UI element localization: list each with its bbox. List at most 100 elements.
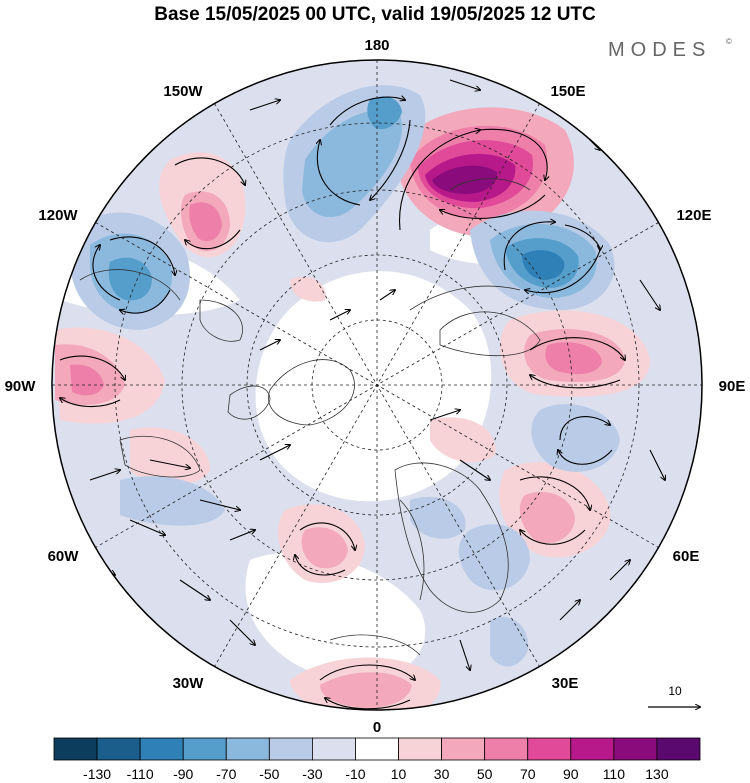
arrow-icon <box>564 224 600 250</box>
arrow-icon <box>229 530 255 541</box>
positive-anomaly <box>290 276 326 302</box>
arrow-icon <box>129 519 165 535</box>
lon-label-120e: 120E <box>676 207 711 224</box>
arrow-icon <box>149 459 190 468</box>
negative-anomaly <box>490 616 529 667</box>
arrow-icon <box>259 340 280 351</box>
positive-anomaly <box>320 672 412 708</box>
arrow-icon <box>89 470 120 481</box>
colorbar-tick-label: -90 <box>173 766 193 782</box>
colorbar-tick-label: -70 <box>216 766 236 782</box>
colorbar-tick-label: 110 <box>603 766 626 782</box>
svg-text:©: © <box>726 37 732 46</box>
lon-label-120w: 120W <box>38 207 78 224</box>
colorbar-swatch <box>139 737 184 761</box>
neutral-area <box>245 552 426 682</box>
graticule <box>52 60 702 710</box>
arrow-icon <box>459 639 470 670</box>
arrow-icon <box>329 97 405 126</box>
longitude-labels: 180 150W 150E 120W 120E 90W 90E 60W 60E … <box>5 37 746 736</box>
colorbar-tick-label: 10 <box>391 766 407 782</box>
colorbar-tick-label: -50 <box>259 766 279 782</box>
map-title: Base 15/05/2025 00 UTC, valid 19/05/2025… <box>154 4 596 25</box>
arrow-icon <box>185 229 241 250</box>
arrow-icon <box>299 522 355 550</box>
arrow-icon <box>520 530 586 545</box>
colorbar-tick-label: -10 <box>345 766 365 782</box>
arrow-icon <box>519 476 590 510</box>
arrow-icon <box>295 555 346 576</box>
arrow-icon <box>449 79 480 90</box>
arrow-icon <box>329 310 350 321</box>
negative-anomaly <box>367 96 402 130</box>
arrow-icon <box>649 449 665 480</box>
negative-anomaly <box>531 404 620 472</box>
arrow-icon <box>199 499 240 510</box>
colorbar: -130 -110 -90 -70 -50 -30 -10 10 30 50 70 90 110 130 <box>53 737 701 782</box>
lon-label-150w: 150W <box>163 83 203 100</box>
colorbar-swatch <box>441 737 486 761</box>
colorbar-swatch <box>96 737 141 761</box>
colorbar-tick-label: -110 <box>127 766 154 782</box>
arrow-icon <box>639 279 660 310</box>
lon-label-30e: 30E <box>552 675 579 692</box>
arrow-icon <box>249 100 280 111</box>
positive-anomaly <box>301 527 348 569</box>
arrow-icon <box>120 289 171 313</box>
colorbar-swatch <box>53 737 98 761</box>
arrow-icon <box>530 375 621 389</box>
colorbar-swatch <box>656 737 701 761</box>
positive-anomaly <box>70 364 104 396</box>
positive-anomaly <box>130 427 210 485</box>
reference-vector: 10 <box>648 684 700 707</box>
lon-label-150e: 150E <box>550 83 585 100</box>
arrow-icon <box>440 194 546 219</box>
positive-anomaly <box>430 417 496 463</box>
colorbar-tick-label: 70 <box>520 766 536 782</box>
colorbar-swatch <box>570 737 615 761</box>
arrow-icon <box>229 619 255 645</box>
arrow-icon <box>325 698 411 710</box>
arrow-icon <box>529 337 625 360</box>
colorbar-tick-label: 90 <box>563 766 579 782</box>
arrow-icon <box>174 157 245 185</box>
colorbar-swatch <box>484 737 529 761</box>
colorbar-swatch <box>268 737 313 761</box>
lon-label-90w: 90W <box>5 378 37 395</box>
colorbar-tick-label: 30 <box>434 766 450 782</box>
lon-label-180: 180 <box>364 37 389 54</box>
positive-anomaly <box>189 202 222 242</box>
colorbar-swatch <box>355 737 399 761</box>
colorbar-swatch <box>182 737 227 761</box>
colorbar-tick-label: 130 <box>645 766 669 782</box>
colorbar-tick-label: -130 <box>83 766 111 782</box>
colorbar-swatch <box>225 737 270 761</box>
colorbar-tick-label: 50 <box>477 766 493 782</box>
colorbar-tick-label: -30 <box>302 766 322 782</box>
negative-anomaly <box>120 476 225 526</box>
arrow-icon <box>398 130 480 231</box>
arrow-icon <box>59 355 125 380</box>
arrow-icon <box>609 560 630 581</box>
arrow-icon <box>525 249 601 293</box>
lon-label-60w: 60W <box>48 548 80 565</box>
reference-vector-label: 10 <box>668 684 682 698</box>
arrow-icon <box>317 140 361 206</box>
coastline-icon <box>79 178 541 656</box>
colorbar-swatch <box>613 737 658 761</box>
modes-logo: MODES © <box>608 37 732 61</box>
arrow-icon <box>559 416 610 441</box>
negative-anomaly <box>410 496 466 539</box>
map-border <box>51 59 703 711</box>
colorbar-swatch <box>398 737 442 761</box>
positive-anomaly <box>432 165 498 194</box>
negative-anomaly <box>522 250 565 280</box>
arrow-icon <box>109 236 175 275</box>
arrow-icon <box>559 600 580 621</box>
negative-anomaly <box>458 524 530 591</box>
arrow-icon <box>179 579 210 600</box>
arrow-icon <box>558 450 613 465</box>
colorbar-swatch <box>527 737 572 761</box>
arrow-icon <box>503 222 555 271</box>
